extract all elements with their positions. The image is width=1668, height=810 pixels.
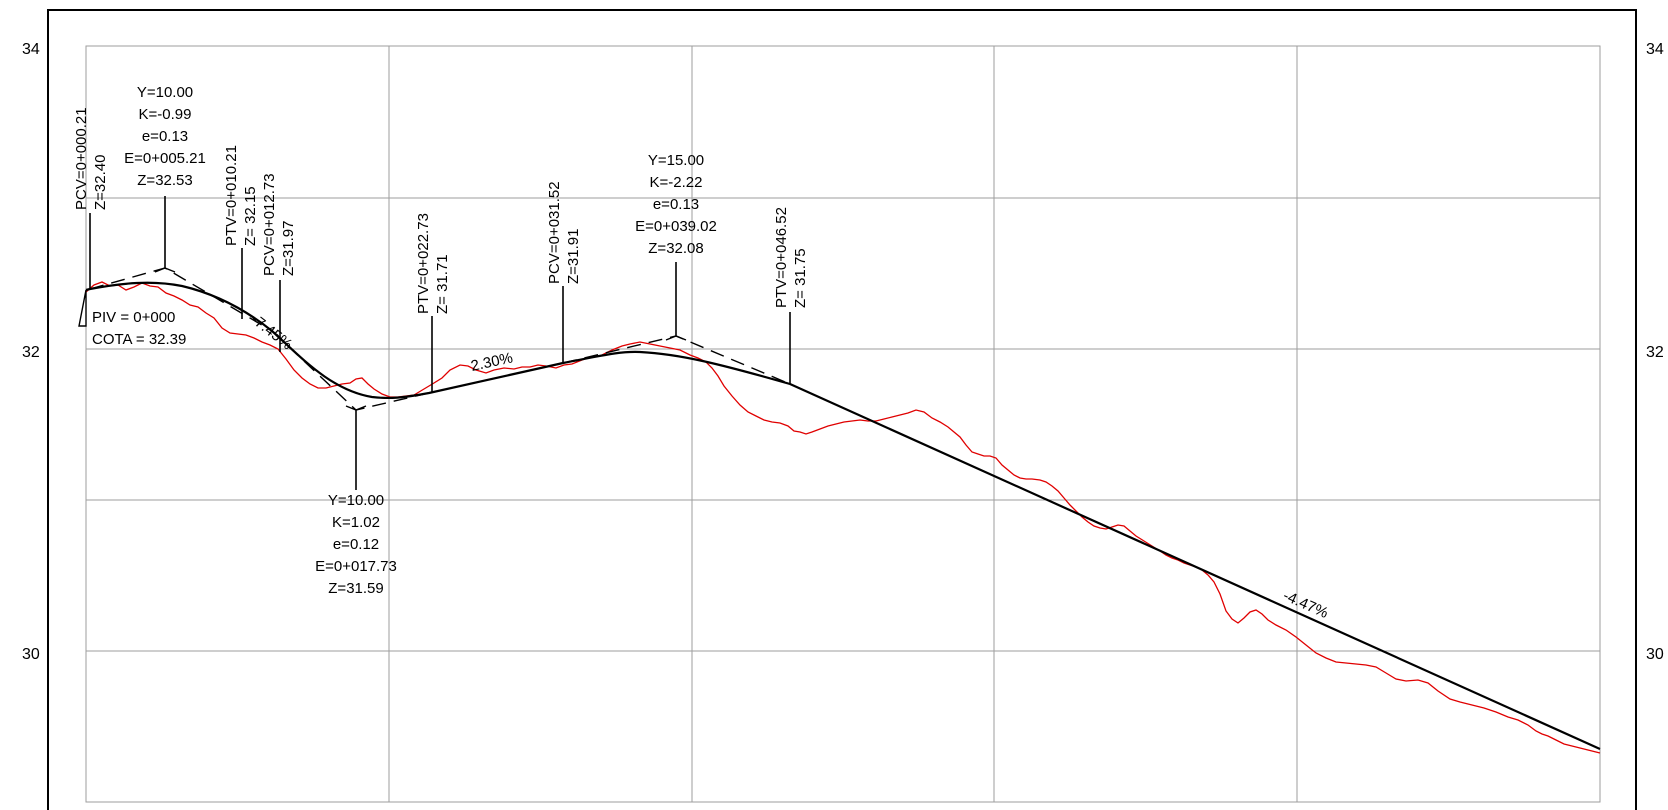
curve-2-line: K=1.02 (332, 514, 380, 531)
station-ptv-3-line-2: Z= 31.75 (792, 248, 809, 308)
y-tick-label: 32 (1646, 344, 1664, 361)
station-ptv-1-line-2: Z= 32.15 (242, 186, 259, 246)
y-tick-label: 34 (1646, 41, 1664, 58)
curve-1-line: K=-0.99 (139, 106, 192, 123)
curve-2-line: Y=10.00 (328, 492, 384, 509)
grid (85, 45, 1601, 803)
curve-2-line: e=0.12 (333, 536, 379, 553)
station-pcv-3-line-2: Z=31.91 (565, 229, 582, 284)
grade-label-1: -7.45% (248, 311, 296, 354)
piv-station-label: PIV = 0+000 (92, 309, 175, 326)
curve-3-line: E=0+039.02 (635, 218, 717, 235)
curve-3-line: Z=32.08 (648, 240, 703, 257)
curve-1-line: Y=10.00 (137, 84, 193, 101)
grade-line (85, 281, 1601, 751)
station-ptv-3-line-1: PTV=0+046.52 (773, 207, 790, 308)
y-tick-label: 32 (22, 344, 40, 361)
station-pcv-1-line-1: PCV=0+000.21 (73, 107, 90, 210)
y-tick-label: 30 (22, 646, 40, 663)
station-labels: PCV=0+000.21 Z=32.40 PTV=0+010.21 Z= 32.… (73, 107, 809, 314)
curve-3-line: Y=15.00 (648, 152, 704, 169)
station-leaders (89, 196, 791, 490)
station-pcv-2-line-1: PCV=0+012.73 (261, 173, 278, 276)
station-pcv-2-line-2: Z=31.97 (280, 221, 297, 276)
station-ptv-2-line-2: Z= 31.71 (434, 254, 451, 314)
piv-marker (78, 289, 87, 327)
curve-2-line: Z=31.59 (328, 580, 383, 597)
station-ptv-2-line-1: PTV=0+022.73 (415, 213, 432, 314)
station-pcv-3-line-1: PCV=0+031.52 (546, 181, 563, 284)
terrain-line (85, 281, 1601, 754)
curve-3-line: e=0.13 (653, 196, 699, 213)
curve-1-line: E=0+005.21 (124, 150, 206, 167)
station-pcv-1-line-2: Z=32.40 (92, 155, 109, 210)
piv-elevation-label: COTA = 32.39 (92, 331, 186, 348)
y-axis-right: 34 32 30 (1646, 41, 1664, 663)
y-axis-left: 34 32 30 (22, 41, 40, 663)
curve-1-data: Y=10.00 K=-0.99 e=0.13 E=0+005.21 Z=32.5… (124, 84, 206, 189)
curve-2-line: E=0+017.73 (315, 558, 397, 575)
curve-1-line: Z=32.53 (137, 172, 192, 189)
station-ptv-1-line-1: PTV=0+010.21 (223, 145, 240, 246)
curve-1-line: e=0.13 (142, 128, 188, 145)
curve-3-data: Y=15.00 K=-2.22 e=0.13 E=0+039.02 Z=32.0… (635, 152, 717, 257)
drawing-frame (47, 9, 1637, 810)
grade-labels: -7.45% 2.30% -4.47% (248, 311, 1331, 622)
curve-2-data: Y=10.00 K=1.02 e=0.12 E=0+017.73 Z=31.59 (315, 492, 397, 597)
curve-3-line: K=-2.22 (650, 174, 703, 191)
piv-ticks (154, 267, 687, 411)
y-tick-label: 34 (22, 41, 40, 58)
y-tick-label: 30 (1646, 646, 1664, 663)
